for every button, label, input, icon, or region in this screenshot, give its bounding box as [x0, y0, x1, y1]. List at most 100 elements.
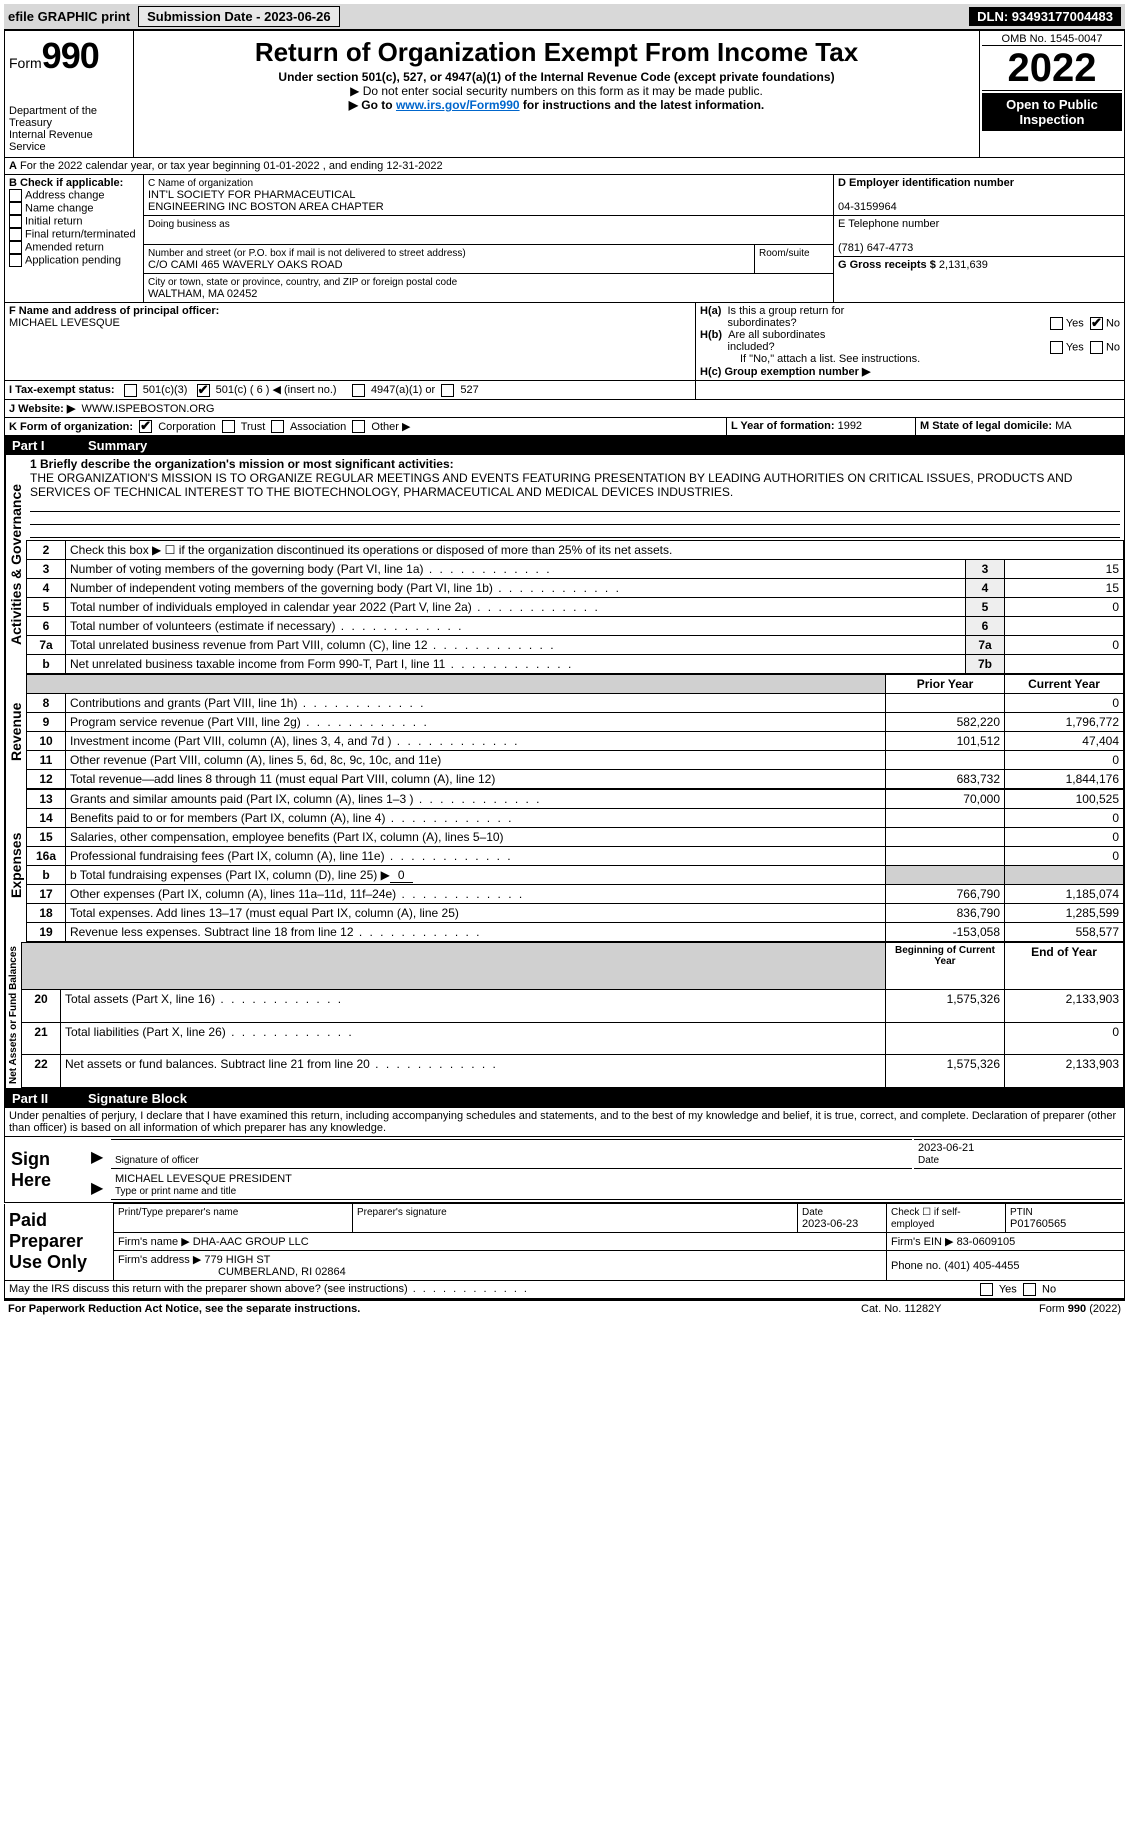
city-value: WALTHAM, MA 02452: [148, 288, 257, 300]
part2-title: Signature Block: [88, 1091, 187, 1106]
dln-label: DLN: 93493177004483: [969, 7, 1121, 26]
checkbox-501c[interactable]: [197, 384, 210, 397]
net-assets-table: Beginning of Current YearEnd of Year 20T…: [21, 942, 1124, 1088]
checkbox-trust[interactable]: [222, 420, 235, 433]
checkbox-other[interactable]: [352, 420, 365, 433]
c16a: 0: [1005, 847, 1124, 866]
p17: 766,790: [886, 885, 1005, 904]
sign-here-block: Sign Here ▶ Signature of officer 2023-06…: [4, 1137, 1125, 1203]
paperwork-label: For Paperwork Reduction Act Notice, see …: [8, 1303, 360, 1315]
firm-ein: 83-0609105: [957, 1236, 1016, 1248]
dept-label: Department of the Treasury: [9, 105, 129, 129]
name-title-label: Type or print name and title: [115, 1186, 236, 1197]
yes-label: Yes: [1066, 317, 1084, 329]
officer-name: MICHAEL LEVESQUE: [9, 317, 120, 329]
l5-text: Total number of individuals employed in …: [70, 600, 472, 614]
net-assets-section: Net Assets or Fund Balances Beginning of…: [4, 942, 1125, 1089]
l16b-val: 0: [390, 868, 413, 883]
form-subtitle: Under section 501(c), 527, or 4947(a)(1)…: [142, 70, 971, 84]
checkbox-application[interactable]: [9, 254, 22, 267]
e22: 2,133,903: [1005, 1055, 1124, 1088]
l18: Total expenses. Add lines 13–17 (must eq…: [66, 904, 886, 923]
part1-header: Part I Summary: [4, 436, 1125, 455]
checkbox-hb-yes[interactable]: [1050, 341, 1063, 354]
p15: [886, 828, 1005, 847]
d-label: D Employer identification number: [838, 177, 1014, 189]
4947-label: 4947(a)(1) or: [371, 384, 435, 396]
ptin-value: P01760565: [1010, 1218, 1066, 1230]
checkbox-discuss-yes[interactable]: [980, 1283, 993, 1296]
efile-label: efile GRAPHIC print: [8, 9, 130, 24]
checkbox-corp[interactable]: [139, 420, 152, 433]
year-formation: 1992: [838, 420, 862, 432]
firm-addr-label: Firm's address ▶: [118, 1254, 201, 1266]
l3-text: Number of voting members of the governin…: [70, 562, 424, 576]
sig-date: 2023-06-21: [918, 1142, 974, 1154]
addr-change: Address change: [25, 189, 105, 201]
checkbox-address-change[interactable]: [9, 189, 22, 202]
p13: 70,000: [886, 790, 1005, 809]
street-value: C/O CAMI 465 WAVERLY OAKS ROAD: [148, 259, 343, 271]
amended-return: Amended return: [25, 241, 104, 253]
l2-text: Check this box ▶ ☐ if the organization d…: [66, 541, 1124, 560]
l19: Revenue less expenses. Subtract line 18 …: [70, 925, 354, 939]
hb-note: If "No," attach a list. See instructions…: [700, 353, 1120, 365]
prep-sig-label: Preparer's signature: [357, 1207, 447, 1218]
firm-addr2: CUMBERLAND, RI 02864: [118, 1266, 346, 1278]
submission-date-button[interactable]: Submission Date - 2023-06-26: [138, 6, 340, 27]
line-i: I Tax-exempt status: 501(c)(3) 501(c) ( …: [4, 381, 1125, 400]
check-self: Check ☐ if self-employed: [891, 1207, 961, 1230]
part1-title: Summary: [88, 438, 147, 453]
e21: 0: [1005, 1022, 1124, 1055]
checkbox-ha-yes[interactable]: [1050, 317, 1063, 330]
l16b-pre: b Total fundraising expenses (Part IX, c…: [70, 868, 390, 882]
paid-label: Paid Preparer Use Only: [5, 1204, 114, 1281]
checkbox-final[interactable]: [9, 228, 22, 241]
checkbox-501c3[interactable]: [124, 384, 137, 397]
firm-phone: (401) 405-4455: [944, 1260, 1019, 1272]
irs-link[interactable]: www.irs.gov/Form990: [396, 98, 520, 112]
note-link: ▶ Go to www.irs.gov/Form990 for instruct…: [142, 98, 971, 112]
checkbox-discuss-no[interactable]: [1023, 1283, 1036, 1296]
line-a: A For the 2022 calendar year, or tax yea…: [4, 158, 1125, 175]
checkbox-amended[interactable]: [9, 241, 22, 254]
v6: [1005, 617, 1124, 636]
l1-label: 1 Briefly describe the organization's mi…: [30, 457, 454, 471]
other-label: Other ▶: [371, 421, 410, 433]
part2-header: Part II Signature Block: [4, 1089, 1125, 1108]
l20: Total assets (Part X, line 16): [65, 992, 215, 1006]
e20: 2,133,903: [1005, 989, 1124, 1022]
checkbox-name-change[interactable]: [9, 202, 22, 215]
i-label: I Tax-exempt status:: [9, 384, 115, 396]
checkbox-initial[interactable]: [9, 215, 22, 228]
header-right: OMB No. 1545-0047 2022 Open to Public In…: [979, 31, 1124, 157]
form-number: Form990: [9, 35, 129, 77]
arrow-icon-2: ▶: [91, 1180, 103, 1197]
checkbox-hb-no[interactable]: [1090, 341, 1103, 354]
yes3: Yes: [999, 1284, 1017, 1296]
l11: Other revenue (Part VIII, column (A), li…: [66, 751, 886, 770]
checkbox-assoc[interactable]: [271, 420, 284, 433]
checkbox-4947[interactable]: [352, 384, 365, 397]
cat-no: Cat. No. 11282Y: [861, 1303, 1001, 1315]
checkbox-ha-no[interactable]: [1090, 317, 1103, 330]
note-ssn: ▶ Do not enter social security numbers o…: [142, 84, 971, 98]
p16a: [886, 847, 1005, 866]
l4-text: Number of independent voting members of …: [70, 581, 493, 595]
discuss-text: May the IRS discuss this return with the…: [9, 1283, 408, 1295]
l17: Other expenses (Part IX, column (A), lin…: [70, 887, 396, 901]
c-other-label: 501(c) ( 6 ) ◀ (insert no.): [216, 384, 337, 396]
firm-addr1: 779 HIGH ST: [204, 1254, 270, 1266]
l16a: Professional fundraising fees (Part IX, …: [70, 849, 385, 863]
b20: 1,575,326: [886, 989, 1005, 1022]
c8: 0: [1005, 694, 1124, 713]
ptin-label: PTIN: [1010, 1207, 1033, 1218]
c13: 100,525: [1005, 790, 1124, 809]
b22: 1,575,326: [886, 1055, 1005, 1088]
fh-block: F Name and address of principal officer:…: [4, 303, 1125, 381]
note2-post: for instructions and the latest informat…: [520, 98, 765, 112]
l14: Benefits paid to or for members (Part IX…: [70, 811, 385, 825]
k-label: K Form of organization:: [9, 421, 133, 433]
checkbox-527[interactable]: [441, 384, 454, 397]
phone-value: (781) 647-4773: [838, 242, 913, 254]
